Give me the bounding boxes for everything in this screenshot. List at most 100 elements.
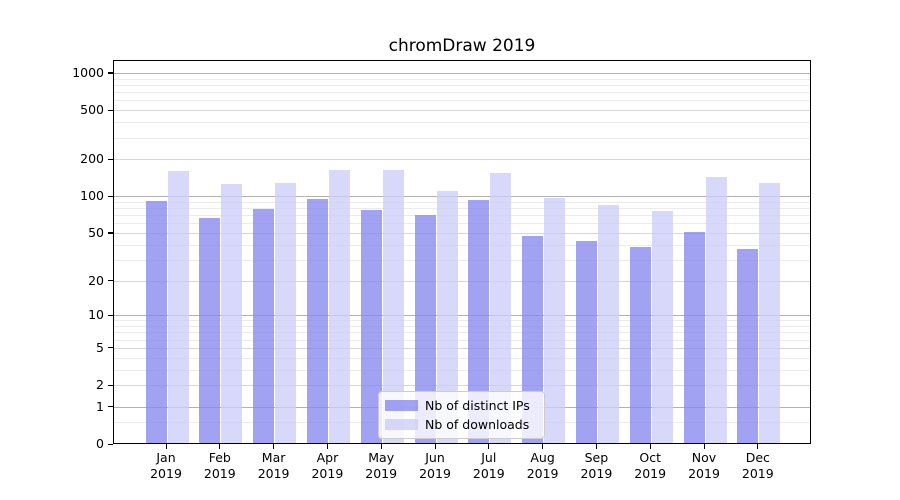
bar-nb-of-downloads-aug bbox=[544, 197, 566, 443]
bar-nb-of-downloads-nov bbox=[705, 176, 727, 443]
bar-nb-of-distinct-ips-apr bbox=[306, 198, 328, 443]
x-tick-year: 2019 bbox=[634, 466, 667, 481]
gridline bbox=[114, 201, 810, 203]
x-tick-year: 2019 bbox=[150, 466, 182, 481]
x-tick-mark bbox=[219, 444, 221, 449]
bar-nb-of-distinct-ips-sep bbox=[575, 240, 597, 443]
gridline bbox=[114, 259, 810, 261]
x-tick-mark bbox=[326, 444, 329, 449]
x-tick-label: Sep 2019 bbox=[564, 450, 628, 482]
gridline bbox=[114, 280, 810, 282]
x-tick-month: Apr bbox=[316, 450, 339, 465]
x-tick-label: Dec 2019 bbox=[726, 450, 790, 482]
y-tick-label: 2 bbox=[96, 377, 104, 392]
x-tick-month: Sep bbox=[584, 450, 609, 465]
gridline bbox=[114, 196, 810, 198]
bar-nb-of-distinct-ips-mar bbox=[253, 209, 275, 443]
x-tick-mark bbox=[542, 444, 544, 449]
x-tick-label: Feb 2019 bbox=[188, 450, 252, 482]
legend-label-downloads: Nb of downloads bbox=[425, 417, 530, 432]
bar-nb-of-distinct-ips-oct bbox=[629, 247, 651, 443]
x-tick-label: May 2019 bbox=[349, 450, 413, 482]
bar-nb-of-downloads-feb bbox=[221, 184, 243, 443]
bar-nb-of-downloads-dec bbox=[759, 183, 781, 443]
x-tick-label: Nov 2019 bbox=[672, 450, 736, 482]
gridline bbox=[114, 339, 810, 341]
legend-item-downloads: Nb of downloads bbox=[385, 417, 536, 432]
bar-nb-of-distinct-ips-dec bbox=[737, 248, 759, 443]
y-tick-label: 1 bbox=[96, 398, 104, 414]
bar-nb-of-distinct-ips-nov bbox=[683, 231, 705, 443]
gridline bbox=[114, 357, 810, 359]
x-tick-year: 2019 bbox=[580, 466, 613, 481]
bar-nb-of-distinct-ips-jan bbox=[145, 201, 167, 443]
x-tick-label: Mar 2019 bbox=[242, 450, 306, 482]
x-tick-month: Feb bbox=[208, 450, 231, 465]
x-tick-label: Jan 2019 bbox=[134, 450, 198, 482]
x-tick-month: Jun bbox=[425, 450, 445, 465]
gridline bbox=[114, 347, 810, 349]
y-tick-label: 200 bbox=[80, 151, 104, 167]
bar-nb-of-downloads-oct bbox=[651, 211, 673, 443]
bar-nb-of-downloads-may bbox=[382, 170, 404, 443]
y-tick-label: 5 bbox=[96, 339, 104, 355]
x-tick-label: Aug 2019 bbox=[511, 450, 575, 482]
gridline bbox=[114, 208, 810, 210]
x-tick-month: Dec bbox=[745, 450, 770, 465]
y-tick-mark bbox=[108, 158, 113, 160]
y-tick-mark bbox=[108, 72, 113, 74]
y-tick-label: 100 bbox=[80, 188, 104, 204]
x-tick-mark bbox=[488, 444, 490, 449]
bar-nb-of-distinct-ips-feb bbox=[199, 218, 221, 443]
y-tick-mark bbox=[108, 109, 113, 111]
x-tick-mark bbox=[757, 444, 759, 449]
y-tick-mark bbox=[108, 280, 113, 282]
legend-item-distinct-ips: Nb of distinct IPs bbox=[385, 398, 536, 413]
bar-nb-of-downloads-mar bbox=[275, 183, 297, 443]
gridline bbox=[114, 110, 810, 112]
x-tick-label: Apr 2019 bbox=[295, 450, 359, 482]
x-tick-month: Jul bbox=[481, 450, 497, 465]
gridline bbox=[114, 137, 810, 139]
x-tick-month: Jan bbox=[156, 450, 176, 465]
bar-nb-of-distinct-ips-jul bbox=[468, 200, 490, 443]
x-tick-year: 2019 bbox=[688, 466, 720, 481]
x-tick-year: 2019 bbox=[472, 466, 505, 481]
legend-label-distinct-ips: Nb of distinct IPs bbox=[425, 398, 530, 413]
y-tick-label: 0 bbox=[96, 436, 104, 451]
gridline bbox=[114, 385, 810, 386]
x-tick-year: 2019 bbox=[741, 466, 774, 481]
gridline bbox=[114, 326, 810, 327]
y-tick-mark bbox=[108, 195, 113, 197]
bar-nb-of-downloads-jun bbox=[436, 191, 458, 443]
legend-swatch-distinct-ips bbox=[385, 400, 418, 411]
y-tick-mark bbox=[108, 384, 113, 386]
x-tick-mark bbox=[380, 444, 382, 449]
gridline bbox=[114, 100, 810, 102]
y-tick-label: 10 bbox=[88, 307, 104, 323]
gridline bbox=[114, 72, 810, 74]
gridline bbox=[114, 84, 810, 86]
x-tick-year: 2019 bbox=[419, 466, 451, 481]
bar-nb-of-distinct-ips-jun bbox=[414, 215, 436, 443]
y-tick-mark bbox=[108, 406, 113, 408]
x-tick-mark bbox=[703, 444, 705, 449]
gridline bbox=[114, 159, 810, 161]
x-tick-month: Mar bbox=[261, 450, 286, 465]
gridline bbox=[114, 332, 810, 334]
x-tick-mark bbox=[434, 444, 436, 449]
gridline bbox=[114, 92, 810, 94]
gridline bbox=[114, 78, 810, 80]
x-tick-mark bbox=[273, 444, 275, 449]
y-tick-label: 1000 bbox=[72, 64, 104, 80]
y-tick-label: 50 bbox=[88, 224, 104, 240]
x-tick-month: Nov bbox=[691, 450, 717, 465]
y-tick-mark bbox=[108, 232, 113, 234]
gridline bbox=[114, 215, 810, 217]
gridline bbox=[114, 232, 810, 234]
x-tick-month: Oct bbox=[639, 450, 661, 465]
plot-area bbox=[113, 60, 811, 444]
legend-swatch-downloads bbox=[385, 419, 418, 430]
gridline bbox=[114, 244, 810, 246]
bar-nb-of-downloads-apr bbox=[328, 170, 350, 443]
